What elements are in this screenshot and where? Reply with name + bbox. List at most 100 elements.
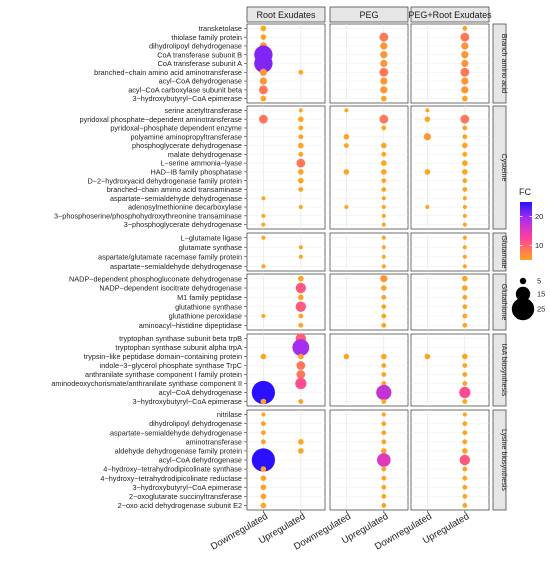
data-point — [381, 503, 387, 508]
data-point — [462, 353, 468, 360]
data-point — [298, 169, 304, 175]
data-point — [260, 421, 266, 427]
data-point — [462, 448, 468, 454]
data-point — [380, 275, 388, 283]
tick-label: malate dehydrogenase — [168, 150, 242, 159]
size-legend-label: 25 — [537, 305, 545, 314]
data-point — [381, 448, 387, 454]
data-point — [261, 222, 266, 227]
row-label: Lysine biosynthesis — [500, 429, 509, 491]
data-point — [381, 430, 387, 436]
data-point — [462, 245, 467, 250]
tick-label: glutathione peroxidase — [169, 312, 242, 321]
data-point — [260, 493, 267, 500]
row-strip — [492, 273, 507, 331]
tick-label: nitrilase — [217, 410, 242, 419]
data-point — [296, 158, 306, 168]
tick-label: 3−hydroxybutyryl−CoA epimerase — [132, 94, 242, 103]
tick-label: tryptophan synthase subunit alpha trpA — [115, 343, 242, 352]
data-point — [343, 133, 350, 140]
tick-label: Downregulated — [209, 511, 270, 552]
data-point — [381, 169, 387, 175]
data-point — [295, 282, 307, 294]
column-strip — [246, 6, 326, 23]
data-point — [462, 142, 468, 149]
tick-label: dihydrolipoyl dehydrogenase — [149, 419, 242, 428]
data-point — [260, 484, 267, 491]
data-point — [381, 160, 387, 166]
panel-background — [329, 333, 409, 407]
row-strip — [492, 232, 507, 272]
tick-label: 3−hydroxybutyryl−CoA epimerase — [132, 397, 242, 406]
tick-label: thiolase family protein — [171, 33, 242, 42]
data-point — [459, 386, 471, 399]
panel-background — [329, 105, 409, 230]
color-bar-label: 20 — [535, 212, 543, 221]
tick-label: CoA transferase subunit B — [157, 50, 242, 59]
data-point — [381, 95, 387, 102]
panel-background — [329, 232, 409, 272]
data-point — [296, 370, 306, 379]
data-point — [381, 125, 387, 131]
data-point — [298, 439, 304, 445]
data-point — [251, 380, 275, 405]
panel-background — [410, 105, 490, 230]
data-point — [258, 85, 268, 95]
data-point — [462, 322, 468, 328]
data-point — [260, 502, 267, 509]
tick-label: 2−oxo acid dehydrogenase subunit E2 — [118, 501, 242, 510]
data-point — [462, 187, 468, 192]
column-label: Root Exudates — [256, 10, 316, 20]
data-point — [261, 196, 266, 201]
data-point — [260, 353, 267, 360]
data-point — [381, 187, 387, 192]
data-point — [462, 205, 467, 210]
data-point — [461, 59, 469, 68]
data-point — [298, 205, 303, 210]
panel-background — [246, 273, 326, 331]
panel-background — [246, 232, 326, 272]
data-point — [461, 42, 469, 50]
data-point — [258, 114, 268, 124]
panel-background — [246, 105, 326, 230]
row-strip — [492, 333, 507, 407]
data-point — [298, 294, 304, 301]
tick-label: phosphoglycerate dehydrogenase — [132, 141, 242, 150]
data-point — [459, 454, 471, 466]
size-legend-dot — [511, 297, 535, 321]
tick-label: indole−3−glycerol phosphate synthase Trp… — [100, 361, 242, 370]
data-point — [381, 313, 387, 319]
data-point — [379, 32, 389, 42]
size-legend-dot — [519, 277, 527, 285]
tick-label: NADP−dependent phosphogluconate dehydrog… — [69, 274, 242, 283]
data-point — [259, 68, 267, 76]
row-label: Cysteine — [500, 154, 509, 182]
row-label: Glutathione — [500, 284, 509, 321]
data-point — [381, 475, 387, 481]
data-point — [296, 361, 306, 370]
data-point — [381, 142, 387, 149]
data-point — [462, 25, 468, 31]
data-point — [298, 353, 304, 360]
data-point — [298, 116, 304, 122]
data-point — [344, 108, 349, 113]
data-point — [381, 178, 387, 184]
column-label: PEG+Root Exudates — [408, 10, 492, 20]
tick-label: D−2−hydroxyacid dehydrogenase family pro… — [87, 176, 242, 185]
data-point — [381, 493, 387, 499]
tick-label: transketolase — [199, 24, 242, 33]
data-point — [261, 264, 266, 269]
data-point — [260, 466, 267, 472]
data-point — [381, 399, 387, 404]
data-point — [423, 133, 431, 141]
tick-label: aldehyde dehydrogenase family protein — [115, 447, 242, 456]
data-point — [298, 254, 303, 259]
data-point — [381, 304, 387, 310]
tick-label: 4−hydroxy−tetrahydrodipicolinate reducta… — [100, 474, 242, 483]
data-point — [381, 222, 386, 227]
panel-background — [329, 273, 409, 331]
data-point — [462, 475, 468, 481]
data-point — [462, 294, 468, 300]
data-point — [295, 301, 307, 312]
data-point — [298, 125, 304, 131]
